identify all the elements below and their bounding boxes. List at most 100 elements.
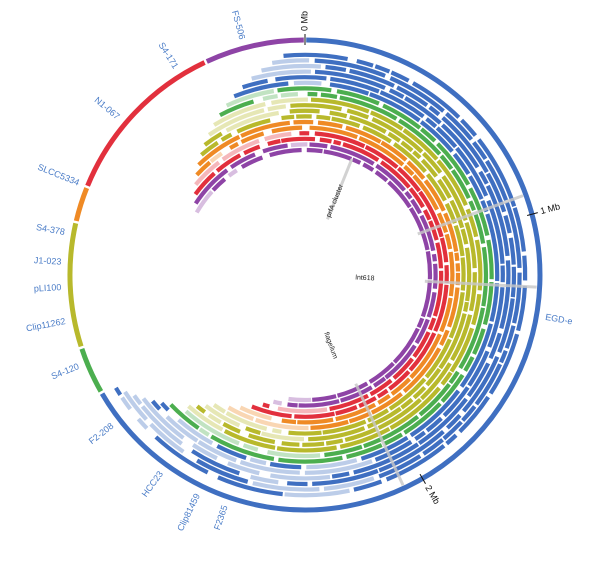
ring-segment	[522, 255, 528, 281]
ring-segment	[387, 131, 401, 143]
ring-segment	[419, 120, 454, 153]
ring-segment	[440, 373, 465, 403]
ring-segment	[487, 287, 505, 348]
ring-segment	[452, 152, 471, 176]
ring-segment	[275, 75, 327, 82]
ring-segment	[464, 221, 477, 269]
outer-ring	[85, 60, 206, 187]
genome-label: HCC23	[140, 469, 165, 499]
genome-label: Clip81459	[175, 492, 202, 533]
ring-segment	[409, 389, 461, 438]
ring-segment	[418, 397, 468, 446]
ring-segment	[267, 138, 281, 147]
ring-segment	[288, 430, 322, 436]
ring-segment	[388, 370, 411, 391]
ring-segment	[481, 246, 489, 307]
ring-segment	[388, 377, 427, 411]
ring-segment	[290, 142, 308, 148]
ring-segment	[387, 180, 412, 209]
ring-segment	[422, 438, 444, 456]
ring-segment	[280, 92, 298, 98]
ring-segment	[209, 151, 223, 164]
ring-segment	[376, 388, 389, 399]
ring-segment	[197, 440, 237, 463]
ring-segment	[217, 475, 283, 497]
outer-ring	[67, 222, 84, 348]
ring-segment	[227, 168, 238, 178]
ring-segment	[345, 125, 382, 144]
ring-segment	[297, 417, 334, 425]
ring-segment	[409, 333, 442, 379]
ring-segment	[384, 344, 417, 380]
ring-segment	[281, 114, 295, 121]
ring-segment	[200, 140, 219, 157]
ring-segment	[463, 356, 475, 372]
ring-segment	[322, 419, 367, 435]
ring-segment	[229, 141, 239, 150]
genome-label: FS-506	[230, 9, 247, 40]
ring-segment	[271, 428, 282, 434]
ring-segment	[287, 402, 298, 408]
ring-segment	[378, 454, 422, 479]
ring-segment	[239, 405, 272, 421]
ring-segment	[196, 458, 249, 484]
ring-segment	[211, 177, 227, 192]
ring-segment	[467, 350, 490, 387]
ring-segment	[468, 200, 476, 211]
ring-segment	[358, 396, 377, 409]
genome-label: F2-208	[87, 421, 116, 446]
ring-segment	[427, 317, 437, 331]
ring-segment	[309, 142, 328, 149]
ring-segment	[462, 355, 500, 413]
ring-segment	[448, 292, 465, 339]
genome-label: N1-067	[93, 95, 122, 122]
ring-segment	[486, 239, 494, 280]
ring-segment	[283, 52, 349, 62]
ring-segment	[460, 257, 466, 291]
ring-segment	[449, 327, 475, 373]
ring-segment	[412, 174, 439, 211]
ring-segment	[281, 441, 300, 447]
ring-segment	[187, 404, 224, 432]
ring-segment	[424, 338, 452, 379]
ring-segment	[442, 420, 463, 441]
ring-segment	[433, 284, 449, 332]
ring-segment	[486, 199, 505, 264]
ring-segment	[203, 131, 223, 147]
ring-segment	[325, 438, 344, 446]
ring-segment	[319, 137, 332, 144]
ring-segment	[222, 422, 241, 434]
ring-segment	[290, 103, 342, 112]
ring-segment	[466, 362, 491, 398]
ring-segment	[223, 429, 276, 450]
ring-segment	[461, 405, 477, 422]
ring-segment	[136, 417, 149, 430]
ring-segment	[436, 159, 468, 207]
ring-segment	[389, 76, 445, 113]
ring-segment	[499, 260, 511, 329]
outer-ring	[99, 37, 543, 513]
scale-label: 2 Mb	[423, 483, 442, 505]
ring-segment	[207, 413, 222, 425]
ring-segment	[420, 362, 452, 401]
ring-segment	[404, 96, 442, 125]
ring-segment	[132, 394, 143, 406]
ring-segment	[261, 431, 305, 442]
ring-segment	[287, 481, 308, 487]
ring-segment	[114, 386, 123, 396]
ring-segment	[412, 331, 431, 358]
ring-segment	[351, 157, 362, 165]
ring-segment	[262, 143, 288, 154]
ring-segment	[473, 214, 486, 244]
ring-segment	[382, 103, 422, 130]
ring-segment	[440, 123, 480, 169]
ring-segment	[444, 233, 453, 250]
ring-segment	[213, 102, 266, 127]
ring-segment	[465, 208, 479, 238]
outer-ring	[73, 187, 90, 222]
ring-segment	[123, 390, 148, 421]
ring-segment	[276, 445, 337, 453]
ring-segment	[364, 145, 399, 169]
ring-segment	[302, 441, 325, 447]
ring-segment	[445, 413, 462, 430]
